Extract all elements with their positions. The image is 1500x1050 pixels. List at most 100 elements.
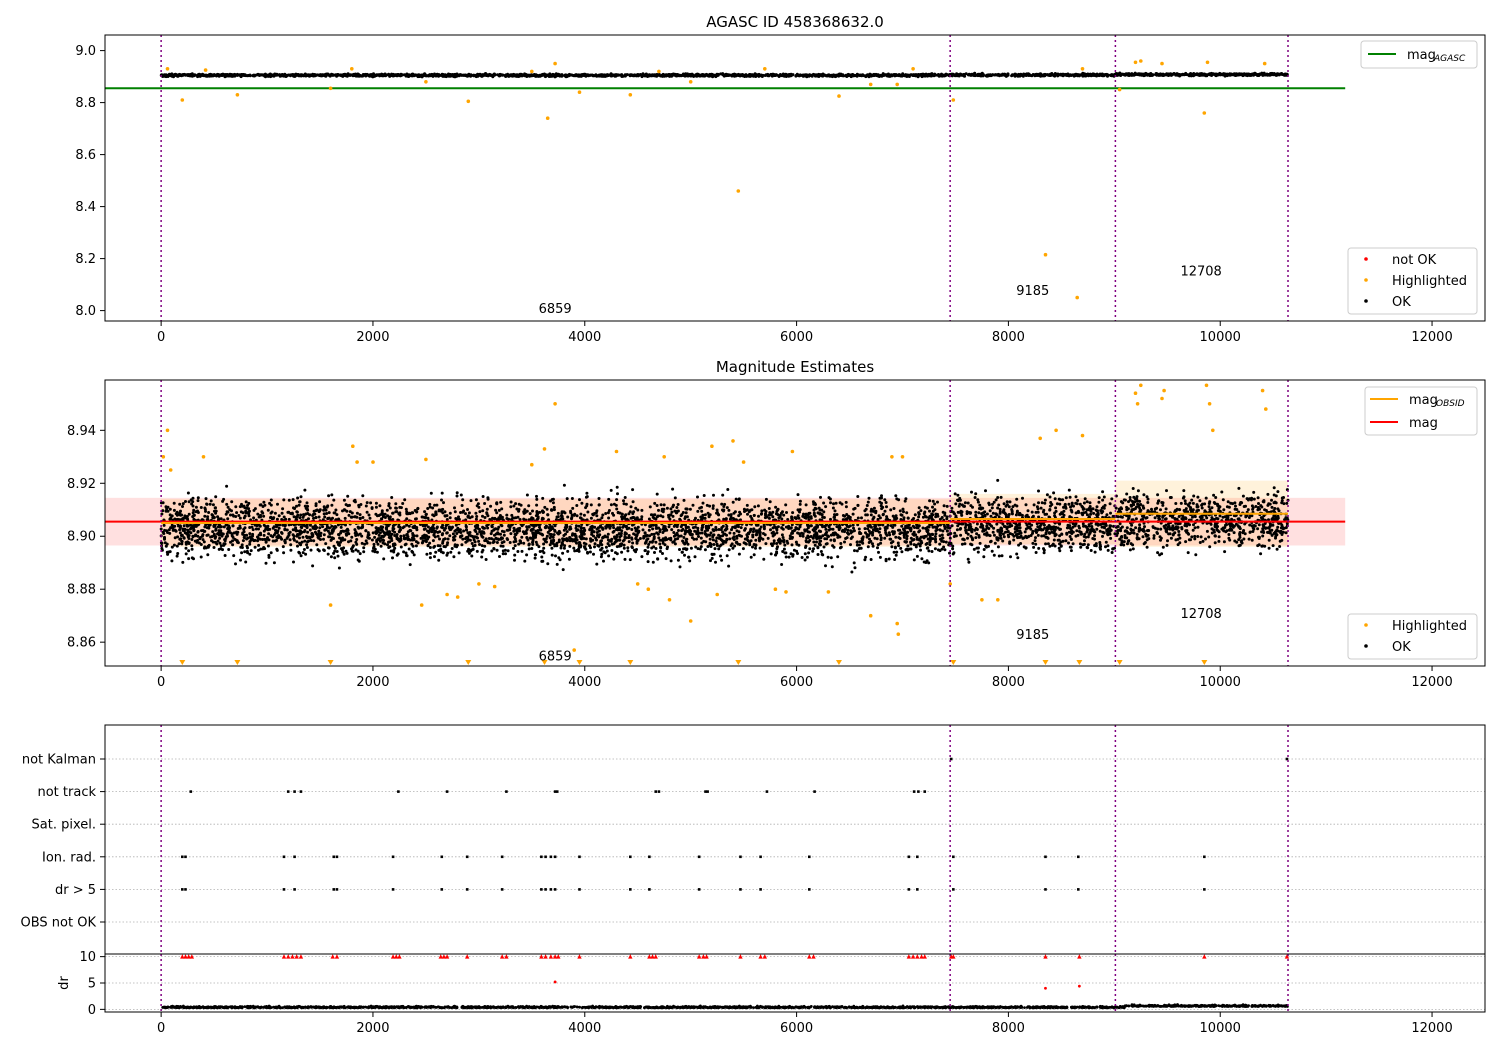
ok-point xyxy=(428,502,432,506)
ok-point xyxy=(565,497,569,501)
ok-point xyxy=(1209,73,1213,77)
ok-point xyxy=(178,531,182,535)
ok-point xyxy=(438,530,442,534)
ok-point xyxy=(878,555,882,559)
ok-point xyxy=(312,509,316,513)
legend-label-mag: mag xyxy=(1407,48,1436,63)
ok-point xyxy=(455,491,459,495)
panel1-x-tick-label: 2000 xyxy=(356,330,389,345)
ok-point xyxy=(363,542,367,546)
ok-point xyxy=(851,512,855,516)
panel1-y-tick-label: 8.6 xyxy=(75,148,96,163)
ok-point xyxy=(805,73,809,77)
highlighted-point xyxy=(553,61,557,66)
ok-point xyxy=(893,74,897,78)
ok-point xyxy=(737,530,741,534)
ok-point xyxy=(1250,538,1254,542)
ok-point xyxy=(1101,534,1104,538)
ok-point xyxy=(682,536,686,539)
ok-point xyxy=(237,514,241,517)
ok-point xyxy=(214,535,218,539)
highlighted-point xyxy=(350,67,354,71)
ok-point xyxy=(926,546,930,550)
ok-point xyxy=(906,73,910,77)
highlighted-point xyxy=(203,68,208,72)
ok-point xyxy=(560,74,564,78)
ok-point xyxy=(233,72,237,76)
ok-point xyxy=(416,73,419,77)
ok-point xyxy=(1106,544,1110,548)
ok-point xyxy=(1144,71,1148,75)
obsid-label: 9185 xyxy=(1016,284,1049,299)
ok-point xyxy=(399,545,403,549)
ok-point xyxy=(1257,502,1260,505)
ok-point xyxy=(782,547,786,551)
ok-point xyxy=(388,73,392,77)
ok-point xyxy=(201,533,205,537)
ok-point xyxy=(569,527,573,531)
ok-point xyxy=(176,552,180,555)
ok-point xyxy=(849,74,853,78)
highlighted-point xyxy=(1160,61,1164,66)
ok-point xyxy=(467,511,471,515)
ok-point xyxy=(635,73,639,77)
ok-point xyxy=(475,549,479,553)
ok-point xyxy=(610,73,613,77)
ok-point xyxy=(1157,73,1161,77)
panel2-x-tick-label: 0 xyxy=(157,675,165,690)
ok-point xyxy=(1225,73,1229,77)
ok-point xyxy=(525,493,529,497)
ok-point xyxy=(844,505,848,509)
ok-point xyxy=(933,547,937,551)
highlighted-point xyxy=(545,116,550,120)
ok-point xyxy=(1106,73,1110,77)
ok-point xyxy=(638,537,642,540)
ok-point xyxy=(785,73,789,77)
ok-point xyxy=(807,551,811,555)
ok-point xyxy=(390,496,394,499)
ok-point xyxy=(1266,73,1270,76)
ok-point xyxy=(819,495,822,499)
ok-point xyxy=(332,537,335,540)
panel2-title: Magnitude Estimates xyxy=(716,358,874,376)
ok-point xyxy=(388,545,392,549)
ok-point xyxy=(1155,506,1159,510)
ok-point xyxy=(551,535,555,539)
ok-point xyxy=(269,75,273,79)
ok-point xyxy=(1151,73,1155,77)
ok-point xyxy=(867,496,871,500)
ok-point xyxy=(426,507,430,510)
ok-point xyxy=(917,515,921,519)
ok-point xyxy=(852,74,856,78)
ok-point xyxy=(694,74,698,78)
ok-point xyxy=(720,558,724,562)
ok-point xyxy=(651,527,655,531)
ok-point xyxy=(948,536,952,540)
panel2-x-tick-label: 10000 xyxy=(1200,675,1241,690)
ok-point xyxy=(298,500,302,504)
ok-point xyxy=(415,534,419,538)
ok-point xyxy=(1235,73,1239,77)
ok-point xyxy=(425,74,428,78)
ok-point xyxy=(186,73,190,77)
ok-point xyxy=(1102,495,1106,499)
ok-point xyxy=(1000,73,1004,77)
ok-point xyxy=(1016,73,1020,77)
ok-point xyxy=(657,73,661,77)
ok-point xyxy=(277,514,281,518)
ok-point xyxy=(840,73,844,77)
ok-point xyxy=(371,549,375,553)
ok-point xyxy=(343,516,347,520)
ok-point xyxy=(549,73,553,77)
ok-point xyxy=(570,497,574,500)
ok-point xyxy=(920,74,923,78)
ok-point xyxy=(894,535,898,539)
ok-point xyxy=(771,72,775,76)
ok-point xyxy=(186,491,190,495)
ok-point xyxy=(652,536,656,540)
ok-point xyxy=(356,533,360,537)
ok-point xyxy=(1272,72,1276,76)
ok-point xyxy=(1089,549,1093,552)
ok-point xyxy=(490,549,494,553)
ok-point xyxy=(1194,73,1198,76)
